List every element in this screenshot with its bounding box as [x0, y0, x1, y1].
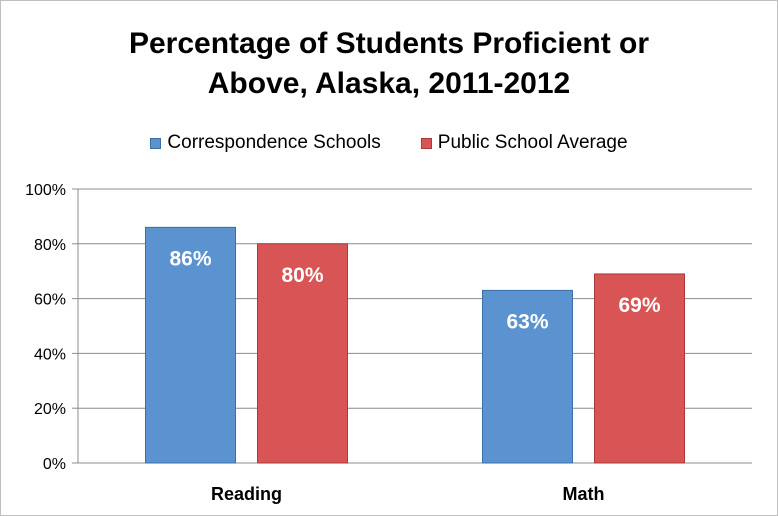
- y-tick-label: 40%: [34, 346, 66, 363]
- y-tick-label: 20%: [34, 401, 66, 418]
- data-label: 63%: [506, 310, 548, 333]
- y-tick-label: 60%: [34, 292, 66, 309]
- chart-legend: Correspondence Schools Public School Ave…: [0, 130, 778, 156]
- legend-swatch-public: [420, 137, 432, 149]
- x-category-label: Math: [563, 484, 605, 504]
- legend-swatch-correspondence: [150, 137, 162, 149]
- bar-math-correspondence: [482, 289, 573, 464]
- data-label: 86%: [169, 247, 211, 270]
- legend-item-public: Public School Average: [420, 132, 628, 154]
- legend-label-public: Public School Average: [437, 132, 628, 153]
- bar-reading-correspondence: [145, 226, 236, 464]
- chart-title-line-1: Percentage of Students Proficient or: [128, 27, 650, 60]
- y-tick-label: 100%: [25, 182, 66, 199]
- bar-math-public: [594, 273, 685, 464]
- chart-title-line-2: Above, Alaska, 2011-2012: [207, 67, 571, 100]
- x-category-label: Reading: [211, 484, 282, 504]
- y-tick-label: 0%: [43, 456, 66, 473]
- bar-reading-public: [257, 243, 348, 464]
- chart-title: Percentage of Students Proficient or Abo…: [0, 24, 778, 104]
- data-label: 80%: [281, 264, 323, 287]
- data-label: 69%: [618, 294, 660, 317]
- y-tick-label: 80%: [34, 237, 66, 254]
- legend-item-correspondence: Correspondence Schools: [150, 132, 381, 154]
- legend-label-correspondence: Correspondence Schools: [167, 132, 381, 153]
